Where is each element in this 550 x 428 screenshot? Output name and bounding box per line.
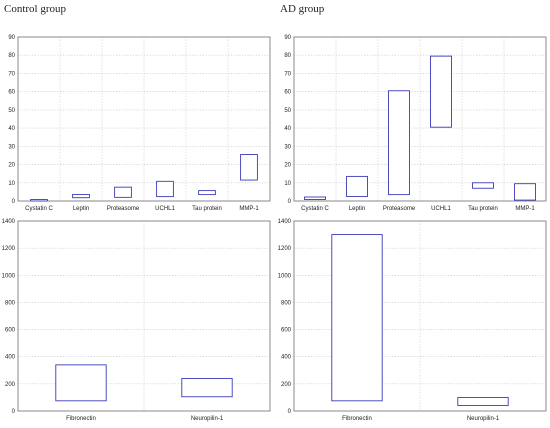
y-tick-label: 80 bbox=[8, 53, 15, 59]
range-box-neuropilin-1 bbox=[181, 377, 233, 398]
y-tick-label: 0 bbox=[288, 199, 292, 205]
y-tick-label: 1200 bbox=[278, 246, 292, 252]
y-tick-label: 1000 bbox=[278, 273, 292, 279]
y-tick-label: 70 bbox=[8, 71, 15, 77]
y-tick-label: 400 bbox=[281, 355, 292, 361]
range-box-uchl1 bbox=[156, 180, 174, 198]
range-box-uchl1 bbox=[430, 55, 452, 128]
plot-frame bbox=[17, 36, 271, 202]
x-tick-label: Proteasome bbox=[107, 206, 140, 212]
y-tick-label: 90 bbox=[284, 35, 291, 41]
y-tick-label: 200 bbox=[281, 382, 292, 388]
range-box-proteasome bbox=[388, 90, 410, 196]
y-tick-label: 800 bbox=[281, 300, 292, 306]
y-tick-label: 0 bbox=[12, 199, 16, 205]
y-tick-label: 400 bbox=[5, 355, 16, 361]
plot-frame bbox=[293, 220, 547, 412]
control-group-title: Control group bbox=[4, 3, 67, 15]
x-tick-label: UCHL1 bbox=[155, 206, 175, 212]
range-box-leptin bbox=[72, 193, 90, 199]
control-top-chart: 0 10 20 30 40 50 60 70 80 90 Cystatin C Leptin Prote… bbox=[8, 35, 271, 212]
ad-group-title: AD group bbox=[280, 3, 325, 15]
x-tick-label: Tau protein bbox=[468, 206, 498, 212]
x-tick-label: MMP-1 bbox=[239, 206, 259, 212]
y-tick-label: 60 bbox=[284, 90, 291, 96]
x-tick-label: Neuropilin-1 bbox=[467, 416, 500, 422]
y-tick-label: 20 bbox=[8, 163, 15, 169]
x-tick-label: Leptin bbox=[349, 206, 365, 212]
ad-top-chart: 0 10 20 30 40 50 60 70 80 90 Cystatin C Leptin Prote… bbox=[284, 35, 547, 212]
range-box-cystatin-c bbox=[304, 196, 326, 200]
range-box-fibronectin bbox=[55, 364, 107, 402]
x-tick-label: UCHL1 bbox=[431, 206, 451, 212]
plot-frame bbox=[17, 220, 271, 412]
y-tick-label: 1200 bbox=[2, 246, 16, 252]
range-box-fibronectin bbox=[331, 234, 383, 402]
y-tick-label: 200 bbox=[5, 382, 16, 388]
range-box-leptin bbox=[346, 175, 368, 197]
y-tick-label: 20 bbox=[284, 163, 291, 169]
y-tick-label: 0 bbox=[12, 409, 16, 415]
range-box-mmp-1 bbox=[514, 183, 536, 201]
range-box-neuropilin-1 bbox=[457, 396, 509, 407]
y-tick-label: 90 bbox=[8, 35, 15, 41]
range-box-proteasome bbox=[114, 186, 132, 198]
y-tick-label: 800 bbox=[5, 300, 16, 306]
y-tick-label: 1400 bbox=[278, 219, 292, 225]
y-tick-label: 50 bbox=[8, 108, 15, 114]
y-tick-label: 40 bbox=[284, 126, 291, 132]
y-tick-label: 50 bbox=[284, 108, 291, 114]
x-tick-label: Leptin bbox=[73, 206, 89, 212]
y-tick-label: 70 bbox=[284, 71, 291, 77]
y-tick-label: 600 bbox=[281, 328, 292, 334]
x-tick-label: Cystatin C bbox=[301, 206, 329, 212]
y-tick-label: 1400 bbox=[2, 219, 16, 225]
y-tick-label: 1000 bbox=[2, 273, 16, 279]
x-tick-label: Neuropilin-1 bbox=[191, 416, 224, 422]
x-tick-label: Fibronectin bbox=[342, 416, 372, 422]
x-tick-label: Fibronectin bbox=[66, 416, 96, 422]
y-tick-label: 40 bbox=[8, 126, 15, 132]
y-tick-label: 10 bbox=[284, 181, 291, 187]
x-tick-label: MMP-1 bbox=[515, 206, 535, 212]
x-tick-label: Proteasome bbox=[383, 206, 416, 212]
x-tick-label: Cystatin C bbox=[25, 206, 53, 212]
range-box-cystatin-c bbox=[30, 199, 48, 202]
y-tick-label: 600 bbox=[5, 328, 16, 334]
x-tick-label: Tau protein bbox=[192, 206, 222, 212]
range-box-tau-protein bbox=[472, 182, 494, 189]
ad-bottom-chart: 0 200 400 600 800 1000 1200 1400 Fibronectin Neur… bbox=[278, 219, 547, 422]
y-tick-label: 30 bbox=[284, 144, 291, 150]
y-tick-label: 60 bbox=[8, 90, 15, 96]
y-tick-label: 30 bbox=[8, 144, 15, 150]
range-box-tau-protein bbox=[198, 190, 216, 196]
range-box-mmp-1 bbox=[240, 154, 258, 181]
y-tick-label: 10 bbox=[8, 181, 15, 187]
y-tick-label: 0 bbox=[288, 409, 292, 415]
plot-frame bbox=[293, 36, 547, 202]
control-bottom-chart: 0 200 400 600 800 1000 1200 1400 Fibronectin Neur… bbox=[2, 219, 271, 422]
y-tick-label: 80 bbox=[284, 53, 291, 59]
